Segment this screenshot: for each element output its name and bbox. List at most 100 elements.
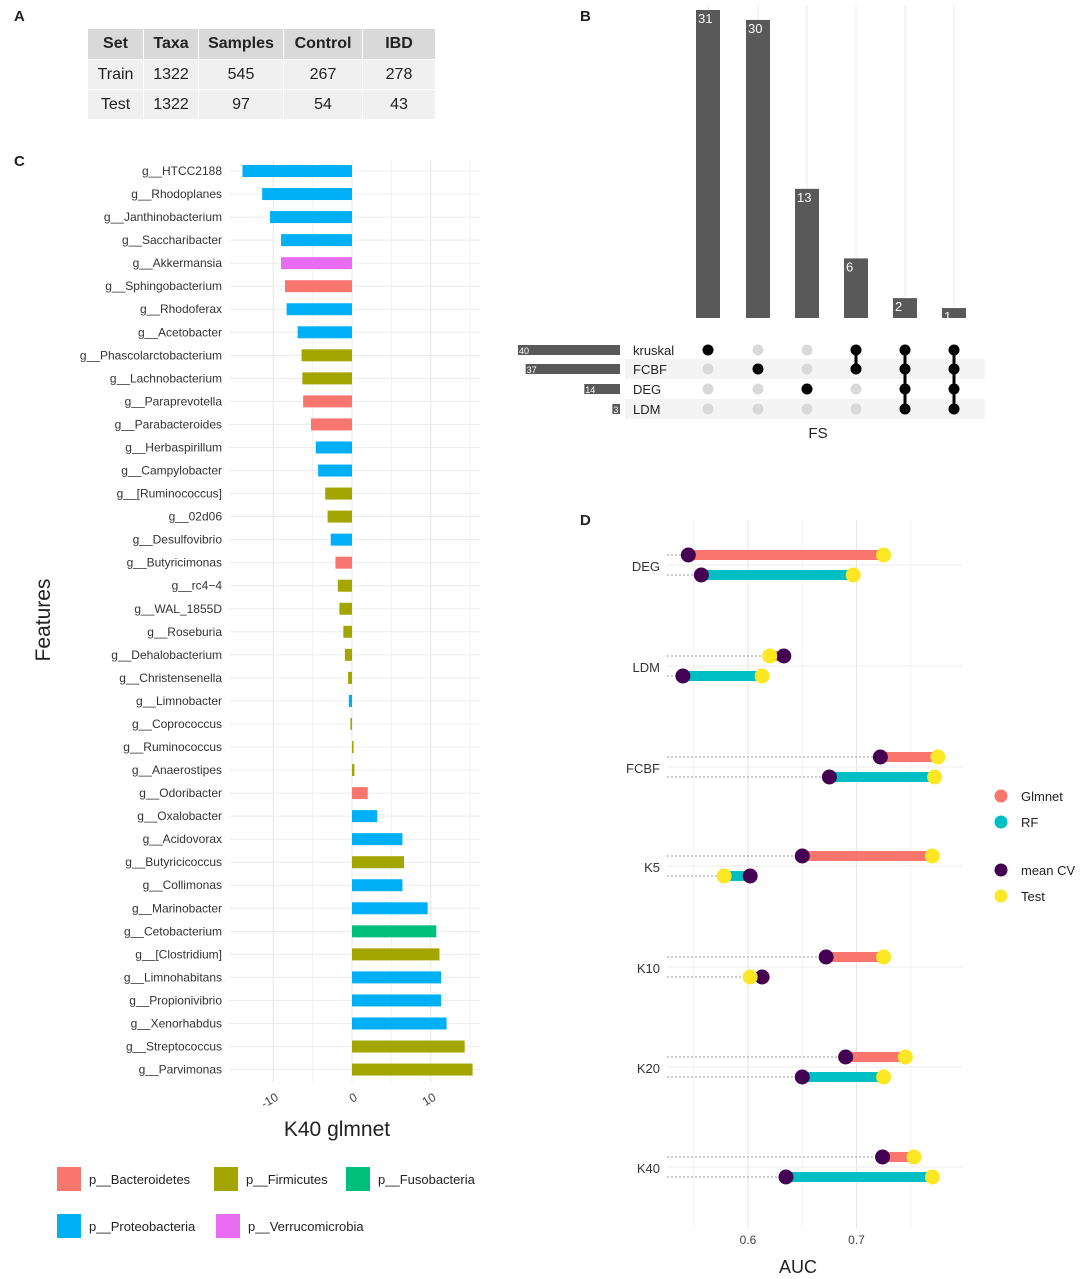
feature-label: g__Odoribacter <box>139 786 222 800</box>
set-size-bar <box>525 364 620 374</box>
membership-dot-filled <box>752 363 764 375</box>
feature-label: g__Oxalobacter <box>137 809 222 823</box>
membership-dot-filled <box>801 383 813 395</box>
category-label: LDM <box>633 660 660 675</box>
feature-bar <box>352 948 440 961</box>
feature-label: g__Roseburia <box>147 625 222 639</box>
legend-label: p__Fusobacteria <box>378 1172 476 1187</box>
feature-bar <box>352 879 403 892</box>
feature-label: g__Phascolarctobacterium <box>80 348 222 362</box>
feature-bar <box>352 902 428 915</box>
table-cell: Test <box>88 89 144 119</box>
feature-label: g__Butyricicoccus <box>125 855 222 869</box>
feature-bar <box>315 441 352 454</box>
feature-label: g__Ruminococcus <box>123 740 222 754</box>
membership-dot-empty <box>752 344 764 356</box>
intersection-bar <box>795 188 819 318</box>
test-point <box>876 949 892 965</box>
legend-label: Glmnet <box>1021 789 1063 804</box>
panel-label-c: C <box>14 153 25 170</box>
x-tick-label: 0.6 <box>740 1233 757 1247</box>
table-cell: 43 <box>362 89 435 119</box>
membership-dot-filled <box>899 383 911 395</box>
feature-label: g__rc4−4 <box>172 579 223 593</box>
feature-bar <box>352 1063 473 1076</box>
feature-label: g__Dehalobacterium <box>111 648 222 662</box>
feature-bar <box>344 648 352 661</box>
mean-cv-point <box>778 1169 794 1185</box>
intersection-label: 30 <box>748 21 762 36</box>
test-point <box>845 567 861 583</box>
feature-bar <box>352 1040 465 1053</box>
feature-bar <box>352 994 442 1007</box>
feature-label: g__Acetobacter <box>138 325 222 339</box>
feature-label: g__Parabacteroides <box>115 417 222 431</box>
feature-label: g__Propionivibrio <box>129 993 222 1007</box>
set-name-label: DEG <box>633 382 661 397</box>
intersection-label: 2 <box>895 299 902 314</box>
x-axis-label: K40 glmnet <box>284 1118 390 1141</box>
feature-bar <box>352 833 403 846</box>
category-label: K40 <box>637 1161 660 1176</box>
feature-bar <box>286 303 352 316</box>
feature-label: g__Anaerostipes <box>132 763 222 777</box>
table-row: Train 1322 545 267 278 <box>88 59 435 90</box>
membership-dot-empty <box>702 383 714 395</box>
set-name-label: LDM <box>633 402 660 417</box>
panel-label-d: D <box>580 512 591 529</box>
feature-label: g__Butyricimonas <box>127 556 222 570</box>
feature-bar <box>335 556 352 569</box>
legend-swatch <box>57 1214 81 1238</box>
panel-label-b: B <box>580 8 591 25</box>
matrix-row-band <box>625 399 985 419</box>
feature-label: g__Akkermansia <box>133 256 223 270</box>
mean-cv-point <box>794 848 810 864</box>
table-header-cell: Set <box>88 29 144 60</box>
category-label: K10 <box>637 961 660 976</box>
y-axis-label: Features <box>32 579 55 662</box>
membership-dot-filled <box>948 363 960 375</box>
test-point <box>924 848 940 864</box>
test-point <box>924 1169 940 1185</box>
feature-label: g__Acidovorax <box>143 832 222 846</box>
feature-bar <box>352 741 354 753</box>
mean-cv-point <box>875 1149 891 1165</box>
intersection-label: 13 <box>797 190 811 205</box>
legend-label: RF <box>1021 815 1038 830</box>
feature-bar <box>262 188 352 201</box>
table-header-cell: Samples <box>198 29 284 60</box>
x-axis-label: AUC <box>779 1257 817 1277</box>
test-point <box>906 1149 922 1165</box>
feature-bar <box>352 1017 447 1030</box>
category-label: DEG <box>632 559 660 574</box>
set-size-label: 3 <box>613 405 618 415</box>
table-row: Test 1322 97 54 43 <box>88 89 435 119</box>
feature-bar <box>270 211 352 224</box>
legend-swatch <box>57 1167 81 1191</box>
feature-bar <box>330 533 352 546</box>
set-name-label: FCBF <box>633 362 667 377</box>
membership-dot-empty <box>702 363 714 375</box>
feature-label: g__Streptococcus <box>126 1040 222 1054</box>
feature-label: g__[Ruminococcus] <box>117 487 222 501</box>
membership-dot-filled <box>948 344 960 356</box>
feature-bar <box>303 395 352 408</box>
feature-bar <box>352 787 368 800</box>
feature-bar <box>242 165 352 177</box>
feature-label: g__Saccharibacter <box>122 233 222 247</box>
x-axis-label: FS <box>808 425 827 442</box>
feature-bar <box>343 625 352 638</box>
table-cell: 278 <box>362 59 435 90</box>
feature-bar <box>302 372 352 385</box>
x-tick-label: -10 <box>259 1090 281 1111</box>
membership-dot-filled <box>850 344 862 356</box>
feature-label: g__Paraprevotella <box>125 394 223 408</box>
set-size-bar <box>518 345 620 355</box>
feature-label: g__Collimonas <box>143 878 222 892</box>
legend-label: p__Firmicutes <box>246 1172 328 1187</box>
feature-bar <box>281 234 352 247</box>
intersection-bar <box>844 258 868 318</box>
test-point <box>897 1049 913 1065</box>
test-point <box>754 668 770 684</box>
